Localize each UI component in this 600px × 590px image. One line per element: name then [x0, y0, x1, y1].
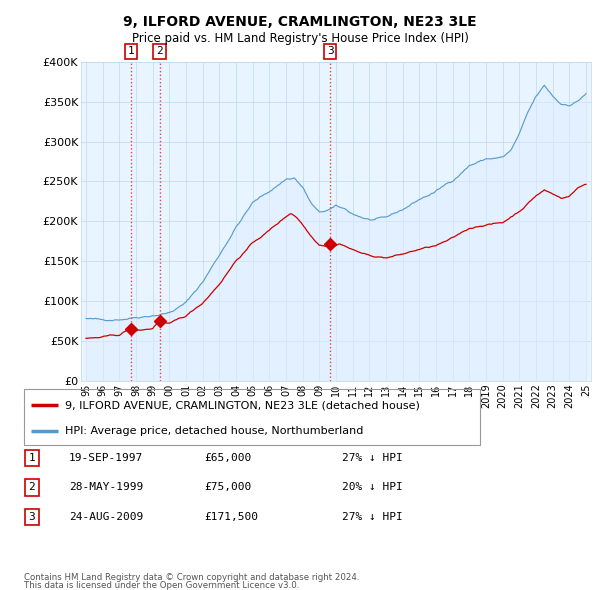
Text: £75,000: £75,000 [204, 483, 251, 492]
Text: 1: 1 [128, 47, 135, 56]
Text: 9, ILFORD AVENUE, CRAMLINGTON, NE23 3LE: 9, ILFORD AVENUE, CRAMLINGTON, NE23 3LE [123, 15, 477, 29]
Text: Contains HM Land Registry data © Crown copyright and database right 2024.: Contains HM Land Registry data © Crown c… [24, 572, 359, 582]
Text: 1: 1 [28, 453, 35, 463]
Text: HPI: Average price, detached house, Northumberland: HPI: Average price, detached house, Nort… [65, 427, 364, 437]
Text: This data is licensed under the Open Government Licence v3.0.: This data is licensed under the Open Gov… [24, 581, 299, 590]
Text: 2: 2 [28, 483, 35, 492]
Text: 27% ↓ HPI: 27% ↓ HPI [342, 453, 403, 463]
Text: Price paid vs. HM Land Registry's House Price Index (HPI): Price paid vs. HM Land Registry's House … [131, 32, 469, 45]
Text: £65,000: £65,000 [204, 453, 251, 463]
Text: 9, ILFORD AVENUE, CRAMLINGTON, NE23 3LE (detached house): 9, ILFORD AVENUE, CRAMLINGTON, NE23 3LE … [65, 400, 420, 410]
Text: 2: 2 [156, 47, 163, 56]
Text: 19-SEP-1997: 19-SEP-1997 [69, 453, 143, 463]
Text: 27% ↓ HPI: 27% ↓ HPI [342, 512, 403, 522]
Text: 3: 3 [28, 512, 35, 522]
Text: 3: 3 [327, 47, 334, 56]
Text: £171,500: £171,500 [204, 512, 258, 522]
Text: 20% ↓ HPI: 20% ↓ HPI [342, 483, 403, 492]
Text: 28-MAY-1999: 28-MAY-1999 [69, 483, 143, 492]
Text: 24-AUG-2009: 24-AUG-2009 [69, 512, 143, 522]
